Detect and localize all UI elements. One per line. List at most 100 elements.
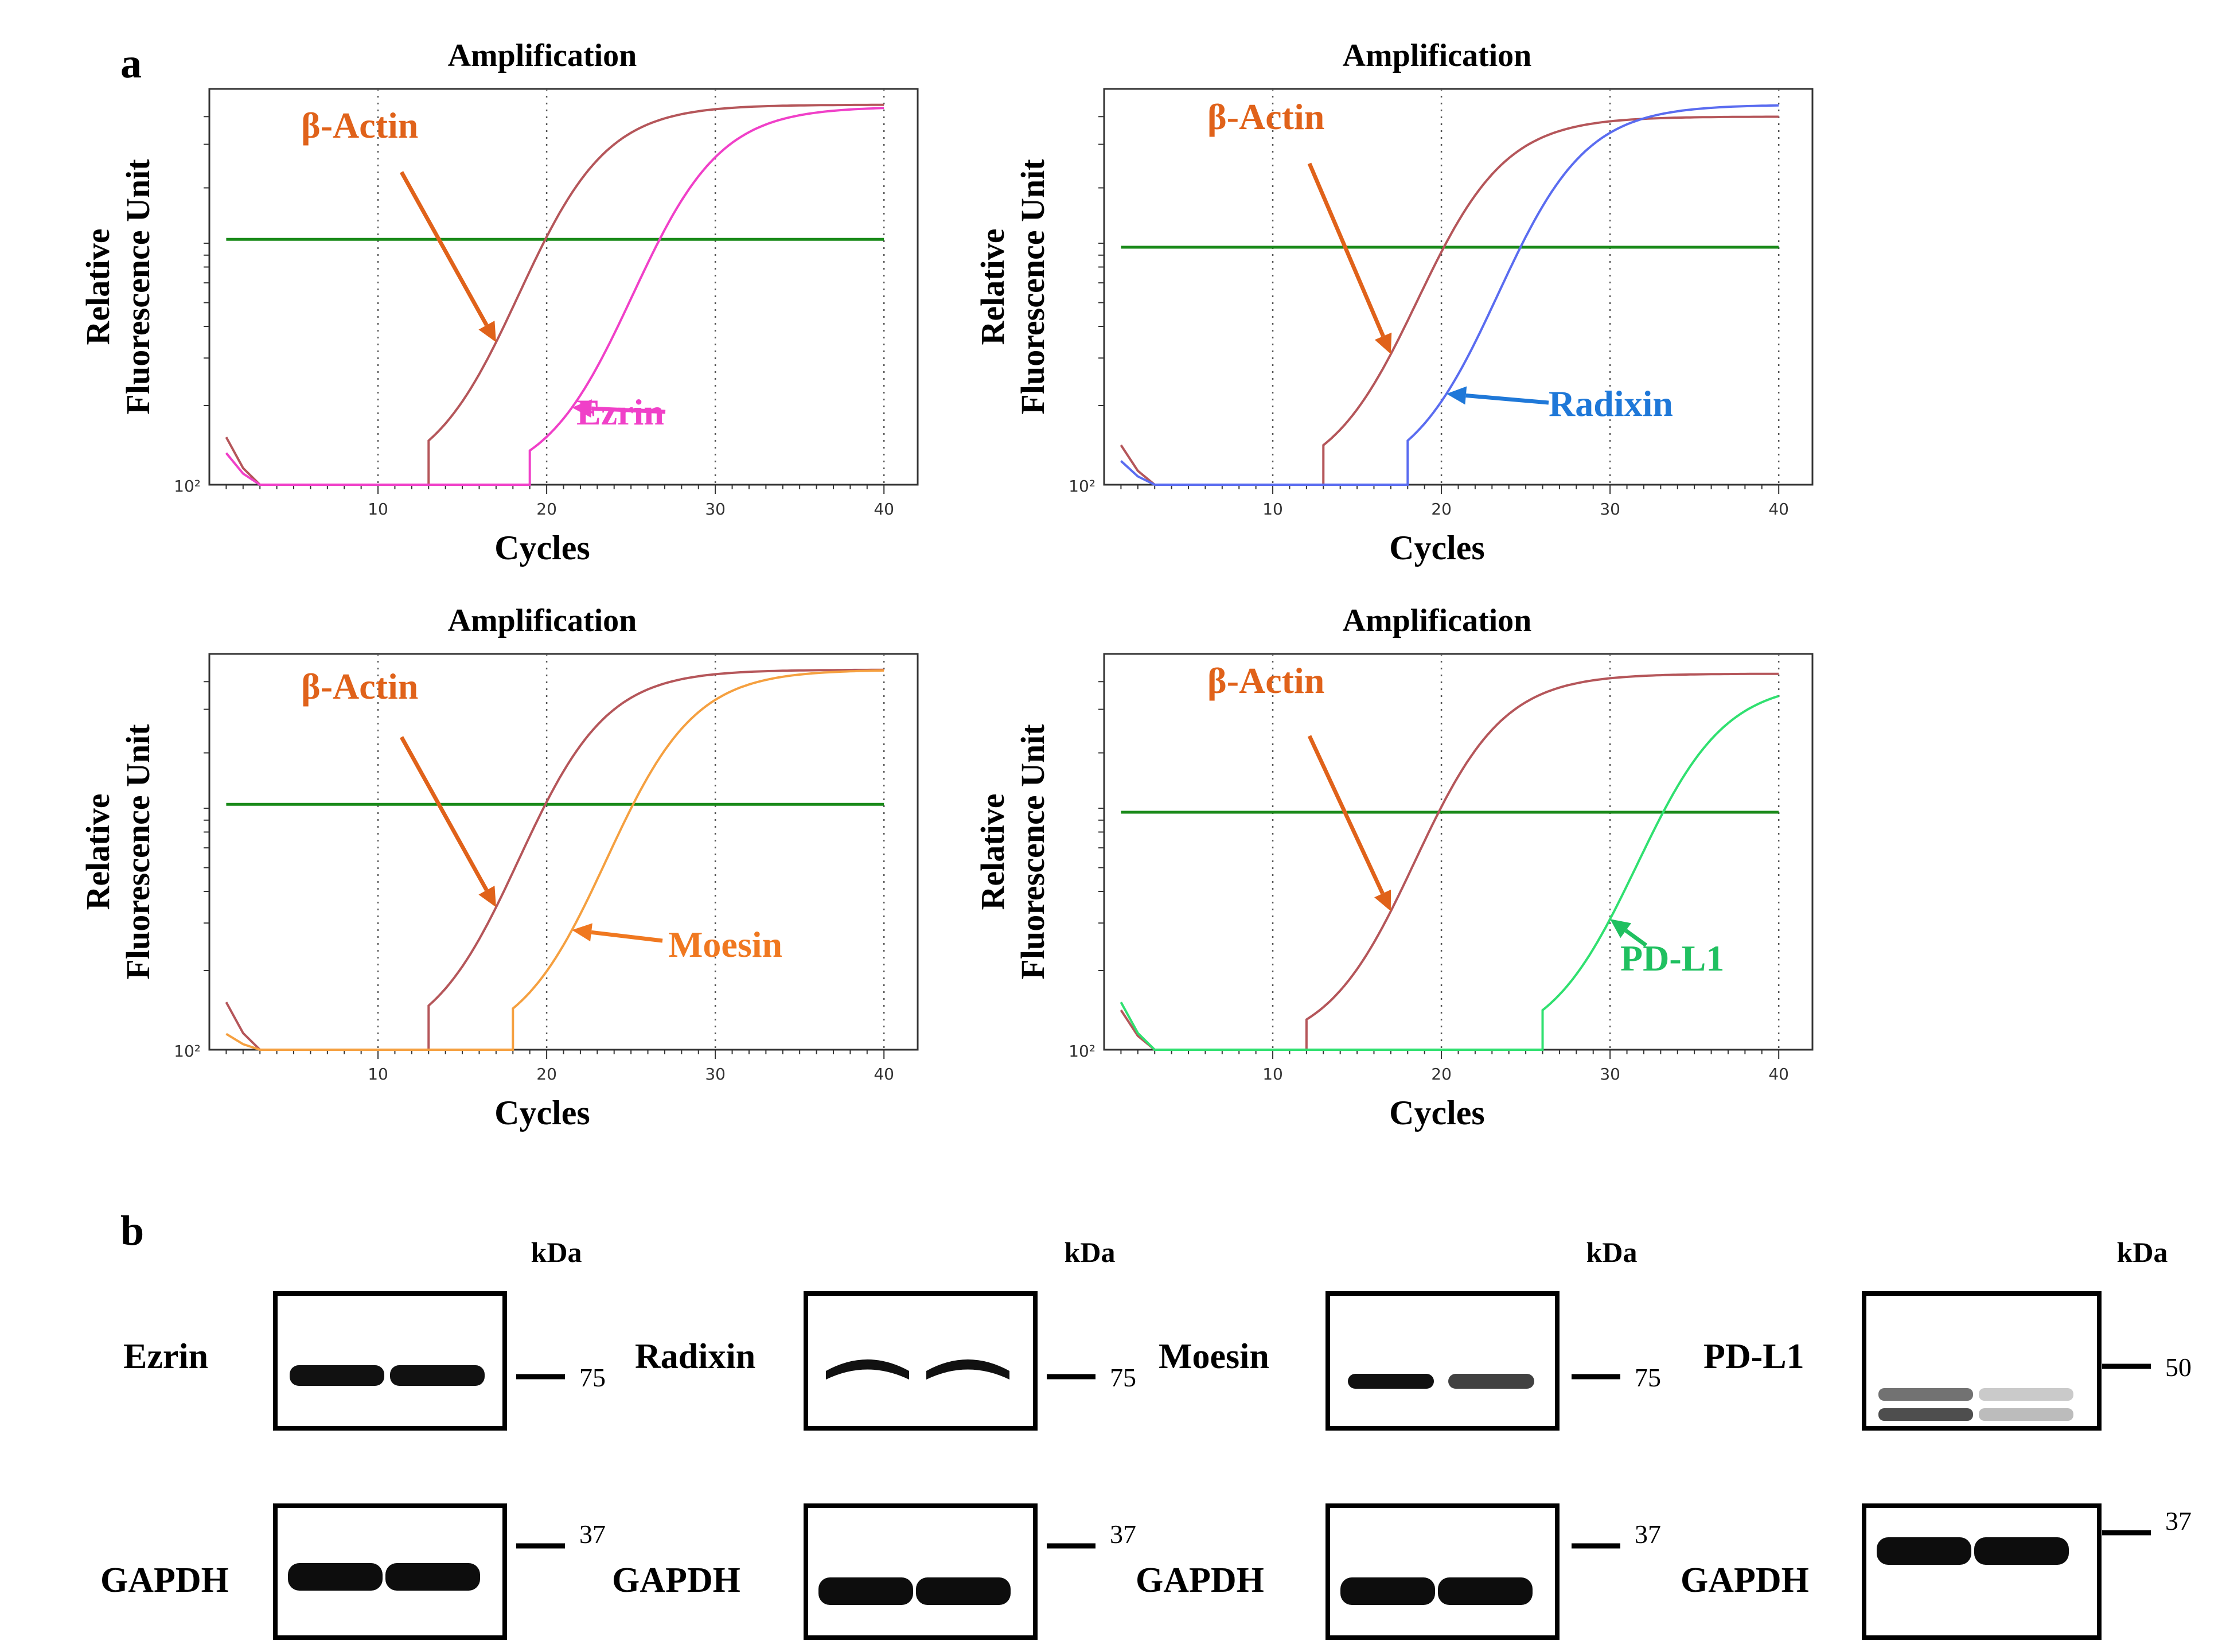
x-tick-label: 30 xyxy=(1600,500,1620,519)
annotation-arrowhead xyxy=(1446,386,1467,405)
loading-band xyxy=(1974,1537,2069,1565)
protein-marker-label: 75 xyxy=(1635,1363,1661,1392)
loading-blot-box xyxy=(804,1503,1038,1640)
protein-blot-box xyxy=(273,1291,507,1431)
x-tick-label: 40 xyxy=(1768,1065,1789,1084)
annotation-label: β-Actin xyxy=(1207,660,1324,701)
kda-header: kDa xyxy=(1065,1236,1116,1268)
x-axis-label: Cycles xyxy=(494,529,590,567)
annotation-arrowhead xyxy=(1374,889,1391,911)
annotation-label: β-Actin xyxy=(301,666,418,707)
protein-marker-label: 50 xyxy=(2165,1353,2192,1382)
protein-band xyxy=(1979,1408,2073,1421)
loading-label: GAPDH xyxy=(100,1561,229,1600)
protein-band xyxy=(1878,1388,1973,1401)
protein-marker-label: 75 xyxy=(579,1363,606,1392)
x-tick-label: 30 xyxy=(705,1065,726,1084)
loading-band xyxy=(288,1563,383,1591)
curve--actin xyxy=(225,668,884,1051)
curve-moesin xyxy=(225,669,884,1051)
loading-blot-box xyxy=(1325,1503,1560,1640)
protein-blot-box xyxy=(1325,1291,1560,1431)
loading-marker-label: 37 xyxy=(579,1519,606,1549)
kda-header: kDa xyxy=(2117,1236,2168,1268)
chart-title: Amplification xyxy=(448,603,637,638)
annotation-label: PD-L1 xyxy=(1620,938,1724,979)
panel-label-b: b xyxy=(120,1207,144,1254)
blot-moesin: kDa Moesin 75 GAPDH 37 xyxy=(1136,1236,1661,1640)
x-tick-label: 30 xyxy=(705,500,726,519)
protein-band xyxy=(826,1359,909,1380)
x-axis-label: Cycles xyxy=(1389,1094,1485,1132)
protein-band xyxy=(1448,1374,1534,1389)
annotation-arrowhead xyxy=(478,886,496,907)
annotation-arrow xyxy=(1465,393,1549,405)
protein-band xyxy=(290,1365,384,1386)
protein-label: Radixin xyxy=(635,1337,755,1376)
y-axis-label-line1: Relative xyxy=(79,229,116,345)
protein-band xyxy=(1348,1374,1434,1389)
loading-marker-label: 37 xyxy=(1635,1519,1661,1549)
curve--actin xyxy=(1120,672,1779,1051)
annotation-arrowhead xyxy=(478,321,496,342)
x-axis-label: Cycles xyxy=(494,1094,590,1132)
x-tick-label: 20 xyxy=(1431,1065,1452,1084)
x-tick-label: 20 xyxy=(536,500,557,519)
x-tick-label: 30 xyxy=(1600,1065,1620,1084)
blot-radixin: kDa Radixin 75 GAPDH 37 xyxy=(612,1236,1136,1640)
protein-band xyxy=(1979,1388,2073,1401)
loading-band xyxy=(1438,1577,1533,1605)
annotation-label: β-Actin xyxy=(1207,96,1324,137)
annotation-arrow xyxy=(591,930,663,943)
y-axis-label-line1: Relative xyxy=(79,794,116,910)
amplification-chart-2: Amplification 10 20 30 40 10² Cycles Relative Fl… xyxy=(974,38,1814,567)
plot-frame xyxy=(1103,653,1814,1051)
loading-blot-box xyxy=(1862,1503,2102,1640)
curve-radixin xyxy=(1120,104,1779,486)
protein-label: Ezrin xyxy=(123,1337,208,1376)
x-tick-label: 10 xyxy=(1262,500,1283,519)
y-axis-label-line2: Fluorescence Unit xyxy=(1014,724,1051,980)
amplification-chart-3: Amplification 10 20 30 40 10² Cycles Relative Fl… xyxy=(79,603,919,1132)
loading-label: GAPDH xyxy=(1681,1561,1809,1600)
annotation-arrowhead xyxy=(572,923,592,942)
y-tick-label: 10² xyxy=(1069,477,1095,496)
protein-blot-box xyxy=(804,1291,1038,1431)
x-tick-label: 20 xyxy=(536,1065,557,1084)
blot-ezrin: kDa Ezrin 75 GAPDH 37 xyxy=(100,1236,606,1640)
y-axis-label-line1: Relative xyxy=(974,794,1011,910)
western-blots: kDaEzrin75GAPDH37kDaRadixin75GAPDH37kDaM… xyxy=(100,1236,2192,1640)
y-tick-label: 10² xyxy=(174,477,201,496)
annotation-arrowhead xyxy=(1374,332,1392,354)
y-axis-label-line2: Fluorescence Unit xyxy=(1014,159,1051,415)
loading-marker-label: 37 xyxy=(1110,1519,1136,1549)
chart-title: Amplification xyxy=(1343,38,1532,73)
annotation-arrow xyxy=(399,736,489,891)
panel-label-a: a xyxy=(120,40,142,87)
loading-marker-label: 37 xyxy=(2165,1506,2192,1536)
annotation-arrow xyxy=(399,171,489,326)
curve-ezrin xyxy=(225,107,884,486)
x-tick-label: 40 xyxy=(874,500,894,519)
annotation-arrow xyxy=(591,406,666,414)
amplification-chart-1: Amplification 10 20 30 40 10² Cycles Relative Fl… xyxy=(79,38,919,567)
x-tick-label: 20 xyxy=(1431,500,1452,519)
y-axis-label-line2: Fluorescence Unit xyxy=(119,159,157,415)
protein-band xyxy=(926,1359,1009,1380)
protein-blot-box xyxy=(1862,1291,2102,1431)
annotation-arrowhead xyxy=(1610,919,1632,938)
plot-frame xyxy=(208,88,919,486)
loading-band xyxy=(1340,1577,1435,1605)
curve--actin xyxy=(225,103,884,486)
kda-header: kDa xyxy=(1586,1236,1638,1268)
annotation-arrow xyxy=(1624,929,1648,947)
protein-label: PD-L1 xyxy=(1703,1337,1804,1376)
y-tick-label: 10² xyxy=(174,1042,201,1061)
annotation-arrow xyxy=(1307,162,1385,337)
loading-band xyxy=(818,1577,913,1605)
x-tick-label: 10 xyxy=(368,500,388,519)
chart-title: Amplification xyxy=(448,38,637,73)
protein-marker-label: 75 xyxy=(1110,1363,1136,1392)
